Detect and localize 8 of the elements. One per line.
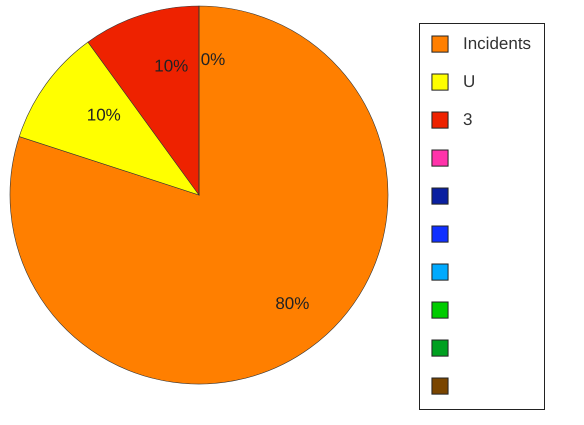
legend-label: 3 (463, 110, 472, 129)
legend-label: Incidents (463, 34, 532, 53)
pie-slice (10, 6, 388, 384)
legend-label: U (463, 72, 476, 91)
data-label: 10% (86, 106, 121, 125)
data-label: 10% (154, 56, 188, 76)
text: 0% (200, 50, 226, 69)
data-label: 80% (275, 294, 310, 314)
